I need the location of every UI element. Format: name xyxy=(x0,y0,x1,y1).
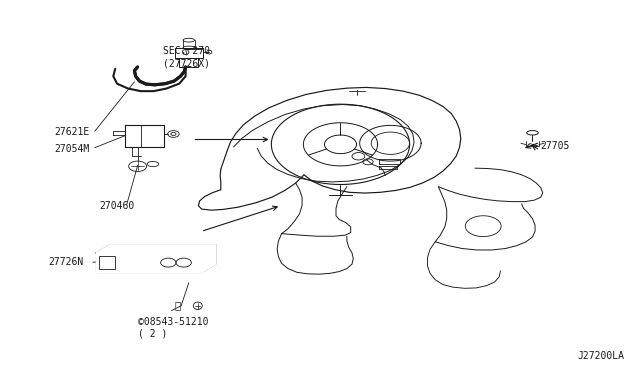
Text: SEC. 270
(27726X): SEC. 270 (27726X) xyxy=(163,46,210,68)
Polygon shape xyxy=(96,245,216,253)
Text: 27054M: 27054M xyxy=(54,144,90,154)
Polygon shape xyxy=(202,245,216,272)
Text: 27621E: 27621E xyxy=(54,127,90,137)
Bar xyxy=(99,256,115,269)
Text: 27726N: 27726N xyxy=(48,257,83,267)
Text: Ⓢ: Ⓢ xyxy=(174,301,180,310)
Text: 27705: 27705 xyxy=(541,141,570,151)
Polygon shape xyxy=(96,253,202,272)
Text: ©08543-51210
( 2 ): ©08543-51210 ( 2 ) xyxy=(138,317,208,339)
Text: 270460: 270460 xyxy=(99,202,134,211)
Text: J27200LA: J27200LA xyxy=(577,351,624,361)
